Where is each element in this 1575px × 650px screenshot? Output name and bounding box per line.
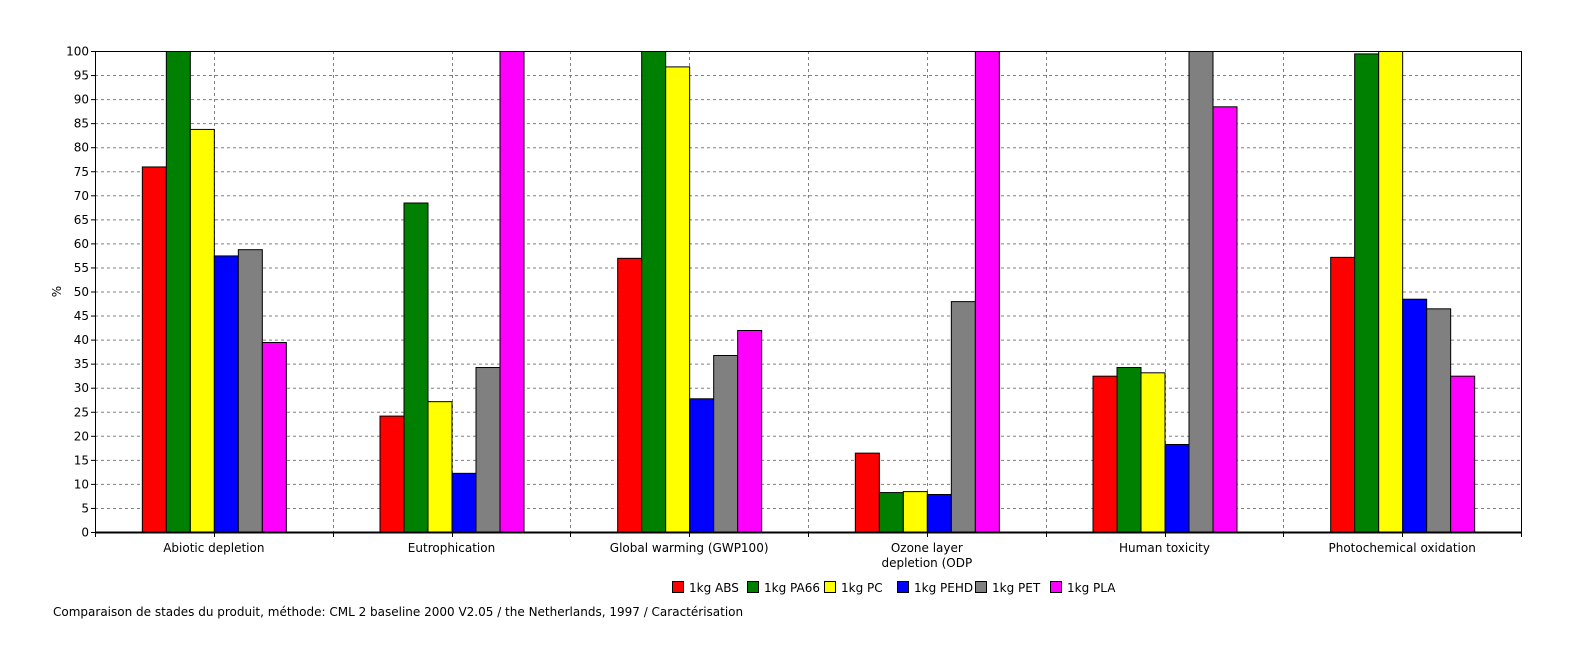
- bar-1kg-pla-5: [1450, 375, 1476, 533]
- bar-1kg-pet-5: [1426, 308, 1452, 533]
- bar-1kg-pehd-2: [689, 398, 715, 534]
- legend-label: 1kg ABS: [689, 581, 739, 595]
- y-tick-label: 100: [66, 45, 89, 59]
- y-tick-label: 50: [74, 285, 89, 299]
- bar-1kg-pehd-1: [451, 472, 477, 534]
- bar-1kg-pa66-0: [165, 51, 191, 533]
- bar-1kg-pa66-3: [878, 492, 904, 533]
- legend-label: 1kg PEHD: [914, 581, 973, 595]
- bar-1kg-pla-1: [499, 51, 525, 533]
- bar-1kg-pc-4: [1140, 372, 1166, 534]
- category-label: Abiotic depletion: [163, 541, 264, 555]
- bar-1kg-pc-3: [902, 491, 928, 533]
- bar-1kg-abs-2: [617, 257, 643, 533]
- bars: [141, 51, 1476, 534]
- bar-1kg-pla-3: [974, 51, 1000, 533]
- y-tick-label: 20: [74, 429, 89, 443]
- bar-1kg-pa66-5: [1354, 53, 1380, 533]
- y-tick-label: 90: [74, 93, 89, 107]
- y-axis-label: %: [50, 286, 64, 297]
- bar-1kg-abs-4: [1092, 375, 1118, 533]
- category-label: depletion (ODP: [881, 556, 972, 570]
- axes: 0 5 10 15 20 25 30 35 40 45 50 55 60 65 70 75 80 85 90 95 10…: [50, 45, 1522, 570]
- legend-swatch: [672, 581, 684, 593]
- y-tick-label: 5: [81, 501, 89, 515]
- y-tick-label: 85: [74, 117, 89, 131]
- category-label: Global warming (GWP100): [610, 541, 769, 555]
- bar-1kg-pet-3: [950, 301, 976, 533]
- bar-1kg-pla-4: [1212, 106, 1238, 533]
- legend-swatch: [897, 581, 909, 593]
- chart-caption: Comparaison de stades du produit, méthod…: [53, 605, 744, 619]
- y-tick-label: 35: [74, 357, 89, 371]
- legend-swatch: [975, 581, 987, 593]
- bar-1kg-abs-0: [141, 166, 167, 533]
- y-tick-label: 10: [74, 477, 89, 491]
- bar-1kg-pc-1: [427, 401, 453, 533]
- legend-label: 1kg PA66: [764, 581, 820, 595]
- category-label: Eutrophication: [408, 541, 495, 555]
- bar-1kg-pc-5: [1378, 51, 1404, 533]
- bar-1kg-pet-1: [475, 367, 501, 533]
- y-tick-label: 25: [74, 405, 89, 419]
- legend-swatch: [747, 581, 759, 593]
- bar-1kg-pla-0: [261, 342, 287, 533]
- bar-1kg-pet-2: [713, 354, 739, 533]
- category-label: Ozone layer: [891, 541, 963, 555]
- category-label: Human toxicity: [1119, 541, 1210, 555]
- bar-1kg-pet-0: [237, 249, 263, 533]
- y-tick-label: 0: [81, 526, 89, 540]
- bar-1kg-pc-2: [665, 66, 691, 533]
- bar-1kg-pehd-5: [1402, 298, 1428, 533]
- bar-1kg-abs-1: [379, 415, 405, 533]
- legend-label: 1kg PLA: [1067, 581, 1116, 595]
- legend-label: 1kg PET: [992, 581, 1041, 595]
- bar-1kg-pa66-4: [1116, 367, 1142, 533]
- legend: 1kg ABS 1kg PA66 1kg PC 1kg PEHD 1kg PET 1kg …: [672, 581, 1116, 595]
- bar-1kg-pet-4: [1188, 51, 1214, 533]
- legend-swatch: [1050, 581, 1062, 593]
- y-tick-label: 40: [74, 333, 89, 347]
- legend-label: 1kg PC: [841, 581, 883, 595]
- bar-1kg-abs-5: [1330, 256, 1356, 533]
- y-tick-label: 60: [74, 237, 89, 251]
- y-tick-label: 65: [74, 213, 89, 227]
- y-tick-label: 75: [74, 165, 89, 179]
- y-tick-label: 95: [74, 69, 89, 83]
- y-tick-label: 55: [74, 261, 89, 275]
- y-tick-label: 30: [74, 381, 89, 395]
- bar-1kg-pa66-1: [403, 202, 429, 533]
- y-tick-label: 80: [74, 141, 89, 155]
- bar-1kg-pa66-2: [641, 51, 667, 533]
- bar-1kg-pehd-3: [926, 494, 952, 534]
- grid-lines: [95, 51, 1521, 532]
- legend-swatch: [824, 581, 836, 593]
- bar-1kg-pehd-4: [1164, 443, 1190, 533]
- bar-1kg-abs-3: [854, 452, 880, 534]
- bar-1kg-pla-2: [737, 329, 763, 534]
- category-label: Photochemical oxidation: [1329, 541, 1476, 555]
- bar-1kg-pc-0: [189, 128, 215, 533]
- bar-1kg-pehd-0: [213, 255, 239, 534]
- y-tick-label: 70: [74, 189, 89, 203]
- y-tick-label: 15: [74, 453, 89, 467]
- y-tick-label: 45: [74, 309, 89, 323]
